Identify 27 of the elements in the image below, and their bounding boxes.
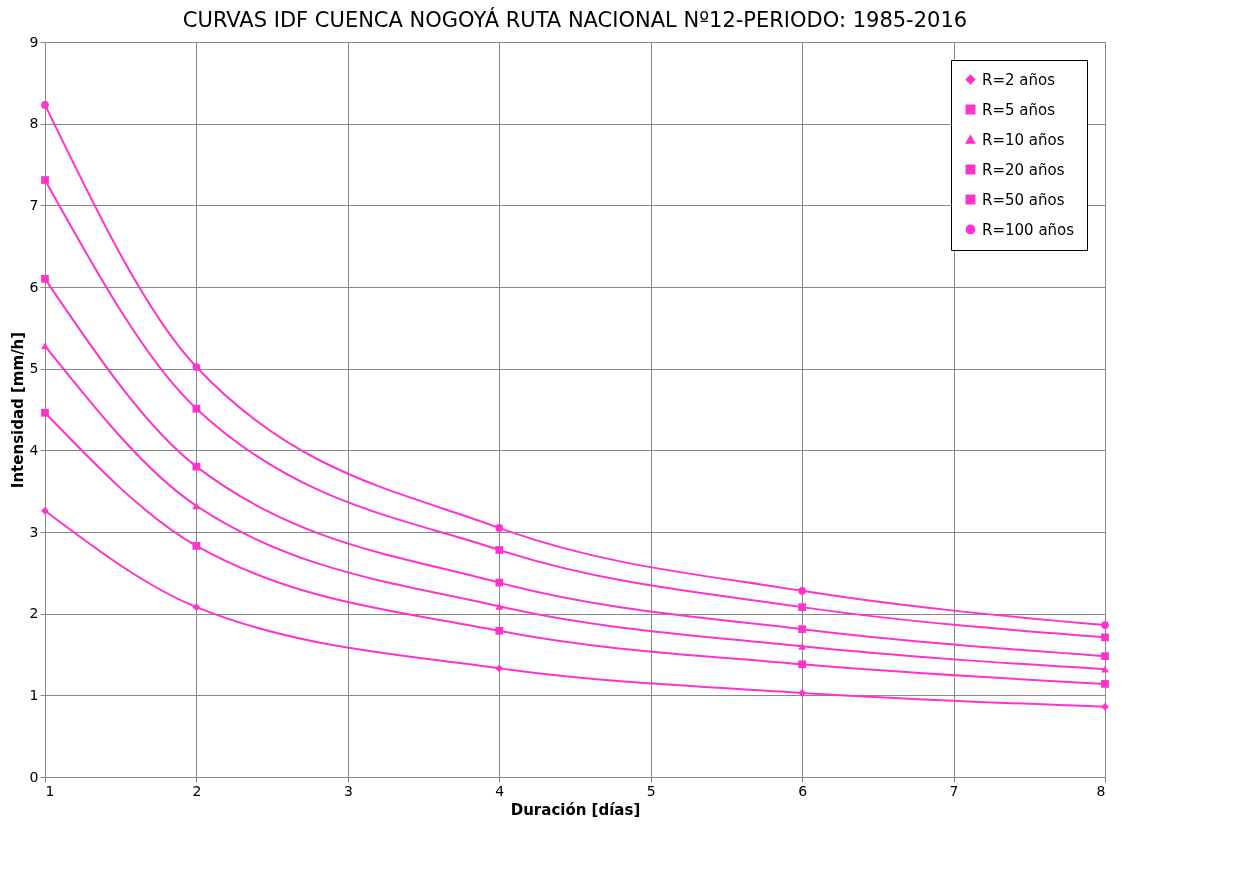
x-tick-label: 2 [192, 782, 202, 799]
legend-label: R=2 años [982, 70, 1056, 89]
y-tick-label: 7 [29, 196, 39, 213]
x-tick-label: 8 [1096, 782, 1106, 799]
x-tick-label: 5 [646, 782, 656, 799]
y-tick-label: 3 [29, 523, 39, 540]
y-tick-label: 6 [29, 278, 39, 295]
chart-title: CURVAS IDF CUENCA NOGOYÁ RUTA NACIONAL Nº12-PERIODO: 1985-2016 [182, 7, 968, 32]
y-tick-label: 8 [29, 115, 39, 132]
y-tick-label: 4 [29, 441, 39, 458]
x-tick-label: 1 [45, 782, 55, 799]
legend-label: R=5 años [982, 100, 1056, 119]
legend-label: R=50 años [982, 190, 1065, 209]
x-tick-label: 4 [495, 782, 505, 799]
y-tick-label: 1 [29, 686, 39, 703]
y-tick-label: 9 [29, 33, 39, 50]
legend-label: R=100 años [982, 220, 1075, 239]
x-tick-label: 3 [343, 782, 353, 799]
x-tick-label: 6 [798, 782, 808, 799]
legend-label: R=10 años [982, 130, 1065, 149]
legend-label: R=20 años [982, 160, 1065, 179]
x-axis-title: Duración [días] [510, 800, 641, 819]
y-tick-label: 0 [29, 768, 39, 785]
y-axis-title: Intensidad [mm/h] [8, 331, 27, 489]
y-tick-label: 5 [29, 360, 39, 377]
y-tick-label: 2 [29, 605, 39, 622]
x-tick-label: 7 [949, 782, 959, 799]
